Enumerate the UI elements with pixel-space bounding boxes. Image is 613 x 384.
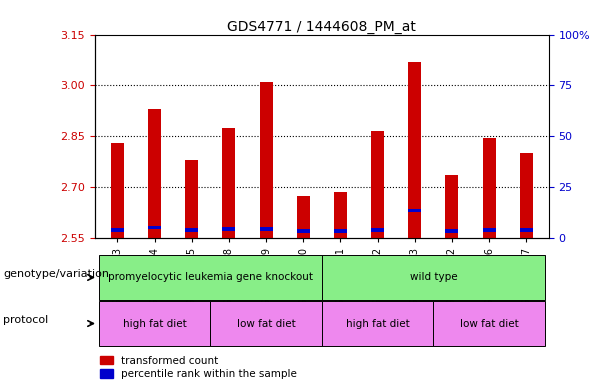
Bar bbox=[210, 301, 322, 346]
Bar bbox=[446, 175, 459, 238]
Bar bbox=[334, 229, 347, 233]
Bar bbox=[408, 62, 421, 238]
Bar bbox=[259, 82, 273, 238]
Bar bbox=[408, 209, 421, 212]
Bar bbox=[148, 109, 161, 238]
Title: GDS4771 / 1444608_PM_at: GDS4771 / 1444608_PM_at bbox=[227, 20, 416, 33]
Bar bbox=[223, 227, 235, 231]
Bar bbox=[185, 228, 198, 232]
Text: low fat diet: low fat diet bbox=[237, 318, 295, 329]
Bar bbox=[223, 128, 235, 238]
Bar bbox=[334, 192, 347, 238]
Text: high fat diet: high fat diet bbox=[123, 318, 186, 329]
Bar bbox=[482, 228, 496, 232]
Bar bbox=[259, 227, 273, 231]
Text: high fat diet: high fat diet bbox=[346, 318, 409, 329]
Bar bbox=[446, 229, 459, 233]
Bar bbox=[185, 160, 198, 238]
Bar bbox=[371, 131, 384, 238]
Bar bbox=[148, 226, 161, 229]
Text: promyelocytic leukemia gene knockout: promyelocytic leukemia gene knockout bbox=[108, 272, 313, 283]
Bar bbox=[433, 301, 545, 346]
Bar bbox=[297, 196, 310, 238]
Bar bbox=[297, 229, 310, 233]
Bar bbox=[482, 138, 496, 238]
Bar bbox=[520, 228, 533, 232]
Text: genotype/variation: genotype/variation bbox=[3, 268, 109, 279]
Bar bbox=[371, 228, 384, 232]
Bar bbox=[111, 228, 124, 232]
Bar bbox=[322, 301, 433, 346]
Text: wild type: wild type bbox=[409, 272, 457, 283]
Bar bbox=[99, 301, 210, 346]
Bar bbox=[111, 143, 124, 238]
Text: low fat diet: low fat diet bbox=[460, 318, 519, 329]
Bar bbox=[322, 255, 545, 300]
Legend: transformed count, percentile rank within the sample: transformed count, percentile rank withi… bbox=[100, 356, 297, 379]
Text: protocol: protocol bbox=[3, 314, 48, 325]
Bar bbox=[99, 255, 322, 300]
Bar bbox=[520, 153, 533, 238]
